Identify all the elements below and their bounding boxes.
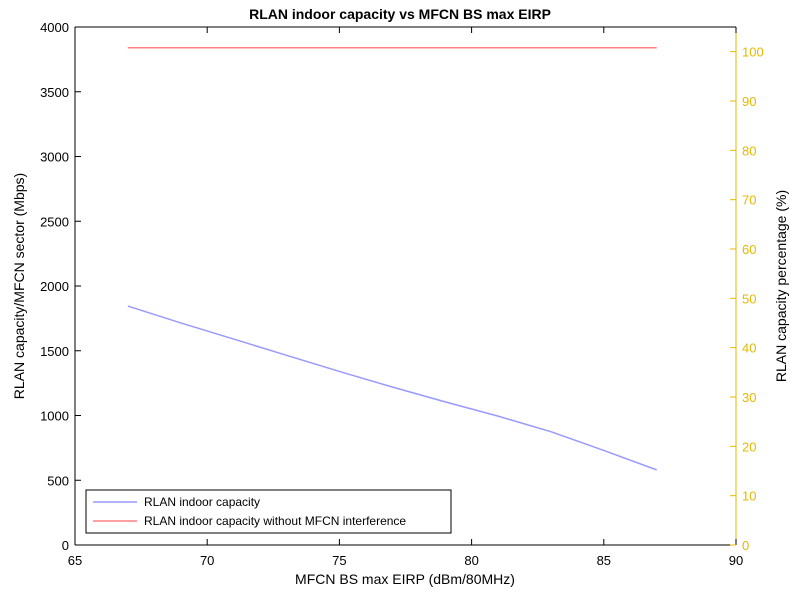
x-axis-label: MFCN BS max EIRP (dBm/80MHz) (295, 571, 515, 587)
y-ticks: 0 500 1000 1500 2000 2500 3000 3500 4000 (40, 20, 81, 553)
x-ticks: 65 70 75 80 85 90 (68, 27, 743, 568)
x-tick-label: 90 (729, 553, 743, 568)
x-tick-label: 65 (68, 553, 82, 568)
legend: RLAN indoor capacity RLAN indoor capacit… (85, 489, 452, 534)
y-right-tick-label: 50 (742, 291, 756, 306)
y-tick-label: 0 (62, 538, 69, 553)
y-right-tick-label: 20 (742, 439, 756, 454)
series-line-0 (127, 305, 657, 471)
y-tick-label: 3000 (40, 150, 69, 165)
y-right-tick-label: 100 (742, 45, 764, 60)
y-tick-label: 4000 (40, 20, 69, 35)
x-tick-label: 75 (332, 553, 346, 568)
y-ticks-right: 0 10 20 30 40 50 60 70 80 90 100 (730, 45, 764, 553)
legend-label-rlan-without-interference: RLAN indoor capacity without MFCN interf… (144, 514, 406, 528)
chart-title: RLAN indoor capacity vs MFCN BS max EIRP (249, 6, 551, 22)
x-tick-label: 85 (597, 553, 611, 568)
y-tick-label: 1500 (40, 344, 69, 359)
y-tick-label: 2500 (40, 214, 69, 229)
y-tick-label: 3500 (40, 85, 69, 100)
y-right-tick-label: 10 (742, 489, 756, 504)
y-right-tick-label: 40 (742, 341, 756, 356)
x-tick-label: 70 (200, 553, 214, 568)
y-axis-label-right: RLAN capacity percentage (%) (773, 190, 789, 382)
y-axis-label: RLAN capacity/MFCN sector (Mbps) (11, 173, 27, 399)
legend-label-rlan-indoor-capacity: RLAN indoor capacity (144, 495, 260, 509)
y-right-tick-label: 70 (742, 193, 756, 208)
series-group (127, 46, 657, 471)
y-right-tick-label: 80 (742, 143, 756, 158)
plot-area (75, 27, 736, 545)
x-tick-label: 80 (464, 553, 478, 568)
y-tick-label: 2000 (40, 279, 69, 294)
y-right-tick-label: 60 (742, 242, 756, 257)
y-tick-label: 1000 (40, 409, 69, 424)
y-tick-label: 500 (47, 473, 69, 488)
y-right-tick-label: 90 (742, 94, 756, 109)
y-right-tick-label: 0 (742, 538, 749, 553)
y-right-tick-label: 30 (742, 390, 756, 405)
legend-box (85, 489, 452, 534)
